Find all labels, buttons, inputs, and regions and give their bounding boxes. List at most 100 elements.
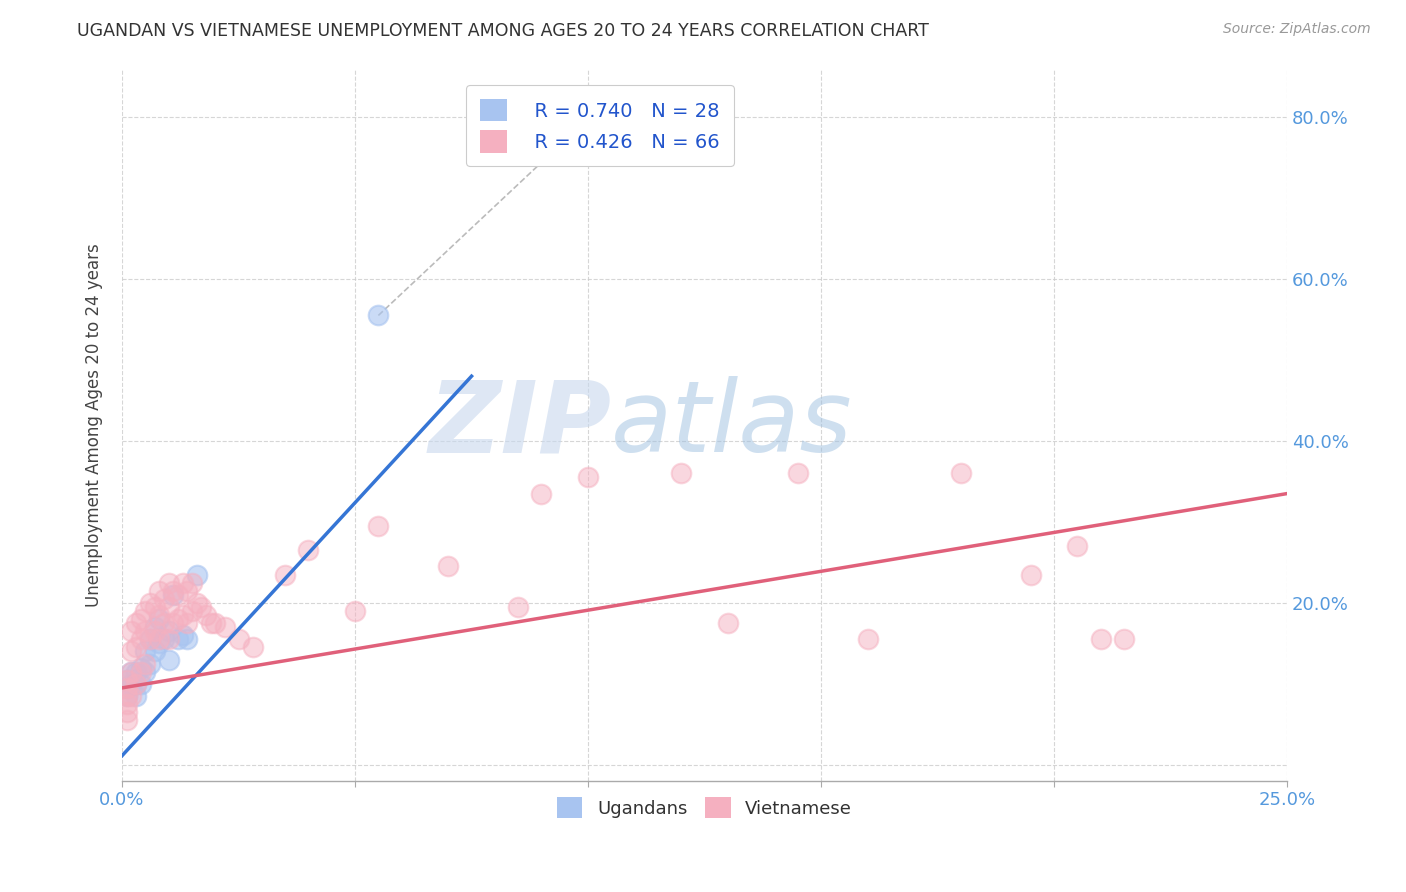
Point — [157, 652, 180, 666]
Point — [1066, 539, 1088, 553]
Point — [671, 467, 693, 481]
Point — [143, 620, 166, 634]
Point — [115, 689, 138, 703]
Point — [162, 616, 184, 631]
Point — [129, 660, 152, 674]
Point — [437, 559, 460, 574]
Point — [120, 665, 142, 679]
Point — [115, 673, 138, 687]
Text: atlas: atlas — [612, 376, 853, 474]
Text: UGANDAN VS VIETNAMESE UNEMPLOYMENT AMONG AGES 20 TO 24 YEARS CORRELATION CHART: UGANDAN VS VIETNAMESE UNEMPLOYMENT AMONG… — [77, 22, 929, 40]
Point — [186, 596, 208, 610]
Point — [120, 644, 142, 658]
Point — [139, 632, 162, 647]
Point — [157, 632, 180, 647]
Point — [576, 470, 599, 484]
Point — [148, 636, 170, 650]
Point — [125, 689, 148, 703]
Point — [115, 697, 138, 711]
Point — [172, 575, 194, 590]
Point — [162, 588, 184, 602]
Point — [949, 467, 972, 481]
Legend: Ugandans, Vietnamese: Ugandans, Vietnamese — [550, 790, 859, 825]
Point — [214, 620, 236, 634]
Point — [508, 599, 530, 614]
Point — [190, 599, 212, 614]
Y-axis label: Unemployment Among Ages 20 to 24 years: Unemployment Among Ages 20 to 24 years — [86, 243, 103, 607]
Point — [153, 616, 176, 631]
Point — [129, 665, 152, 679]
Point — [129, 632, 152, 647]
Point — [186, 567, 208, 582]
Point — [200, 616, 222, 631]
Point — [600, 90, 623, 104]
Point — [176, 632, 198, 647]
Point — [181, 575, 204, 590]
Point — [344, 604, 367, 618]
Point — [228, 632, 250, 647]
Point — [120, 689, 142, 703]
Point — [115, 673, 138, 687]
Point — [148, 583, 170, 598]
Point — [172, 607, 194, 622]
Point — [134, 657, 156, 671]
Point — [242, 640, 264, 655]
Point — [167, 588, 190, 602]
Point — [129, 612, 152, 626]
Point — [143, 644, 166, 658]
Point — [153, 591, 176, 606]
Point — [120, 677, 142, 691]
Point — [120, 624, 142, 639]
Point — [167, 612, 190, 626]
Point — [153, 632, 176, 647]
Point — [125, 640, 148, 655]
Point — [162, 583, 184, 598]
Point — [125, 677, 148, 691]
Text: Source: ZipAtlas.com: Source: ZipAtlas.com — [1223, 22, 1371, 37]
Point — [530, 486, 553, 500]
Point — [139, 596, 162, 610]
Point — [1090, 632, 1112, 647]
Point — [139, 657, 162, 671]
Point — [148, 612, 170, 626]
Point — [139, 632, 162, 647]
Point — [181, 604, 204, 618]
Point — [120, 665, 142, 679]
Point — [204, 616, 226, 631]
Point — [194, 607, 217, 622]
Point — [115, 705, 138, 719]
Point — [157, 599, 180, 614]
Point — [176, 583, 198, 598]
Point — [157, 624, 180, 639]
Point — [297, 543, 319, 558]
Point — [367, 519, 389, 533]
Point — [1112, 632, 1135, 647]
Point — [125, 616, 148, 631]
Point — [115, 681, 138, 695]
Point — [134, 644, 156, 658]
Point — [786, 467, 808, 481]
Point — [367, 309, 389, 323]
Point — [143, 624, 166, 639]
Point — [134, 624, 156, 639]
Point — [143, 599, 166, 614]
Point — [125, 665, 148, 679]
Point — [717, 616, 740, 631]
Point — [167, 632, 190, 647]
Point — [148, 607, 170, 622]
Point — [856, 632, 879, 647]
Point — [176, 616, 198, 631]
Text: ZIP: ZIP — [429, 376, 612, 474]
Point — [115, 689, 138, 703]
Point — [274, 567, 297, 582]
Point — [134, 665, 156, 679]
Point — [115, 713, 138, 727]
Point — [157, 575, 180, 590]
Point — [115, 681, 138, 695]
Point — [172, 628, 194, 642]
Point — [125, 677, 148, 691]
Point — [134, 604, 156, 618]
Point — [129, 677, 152, 691]
Point — [1019, 567, 1042, 582]
Point — [148, 632, 170, 647]
